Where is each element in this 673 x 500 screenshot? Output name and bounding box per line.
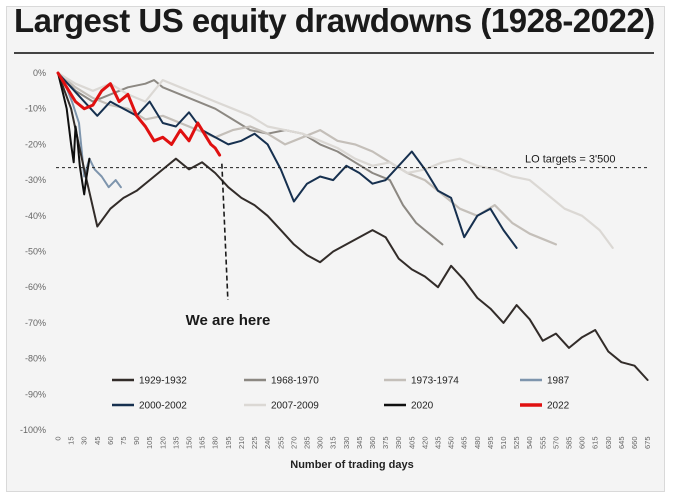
x-tick-label: 75 bbox=[119, 437, 128, 445]
x-tick-label: 180 bbox=[211, 437, 220, 450]
series-line-1929-1932 bbox=[57, 72, 649, 381]
x-tick-label: 390 bbox=[394, 437, 403, 450]
x-tick-label: 615 bbox=[591, 437, 600, 450]
x-tick-label: 585 bbox=[565, 437, 574, 450]
y-tick-label: -10% bbox=[25, 104, 46, 114]
series-line-2022 bbox=[56, 71, 222, 157]
x-tick-label: 255 bbox=[276, 437, 285, 450]
x-tick-label: 210 bbox=[237, 437, 246, 450]
legend-label: 2022 bbox=[547, 401, 570, 412]
x-tick-label: 630 bbox=[604, 437, 613, 450]
x-tick-label: 270 bbox=[289, 437, 298, 450]
x-tick-label: 90 bbox=[132, 437, 141, 445]
y-tick-label: -50% bbox=[25, 247, 46, 257]
x-tick-label: 240 bbox=[263, 437, 272, 450]
x-axis-label: Number of trading days bbox=[290, 459, 413, 471]
x-tick-label: 375 bbox=[381, 437, 390, 450]
x-tick-label: 135 bbox=[171, 437, 180, 450]
x-tick-label: 450 bbox=[447, 437, 456, 450]
x-tick-label: 435 bbox=[433, 437, 442, 450]
x-tick-label: 360 bbox=[368, 437, 377, 450]
x-tick-label: 60 bbox=[106, 437, 115, 445]
x-tick-label: 570 bbox=[551, 437, 560, 450]
x-tick-label: 195 bbox=[224, 437, 233, 450]
legend-label: 1973-1974 bbox=[411, 376, 459, 387]
y-tick-label: -80% bbox=[25, 354, 46, 364]
x-tick-label: 510 bbox=[499, 437, 508, 450]
series-line-2007-2009 bbox=[56, 71, 614, 249]
x-tick-label: 345 bbox=[355, 437, 364, 450]
y-tick-label: -30% bbox=[25, 175, 46, 185]
x-tick-label: 465 bbox=[460, 437, 469, 450]
x-tick-label: 165 bbox=[198, 437, 207, 450]
x-tick-label: 120 bbox=[158, 437, 167, 450]
x-tick-label: 0 bbox=[54, 437, 63, 441]
x-tick-label: 150 bbox=[185, 437, 194, 450]
x-tick-label: 660 bbox=[630, 437, 639, 450]
annotation-pointer bbox=[221, 163, 229, 301]
x-tick-label: 285 bbox=[302, 437, 311, 450]
legend: 1929-1932 1968-1970 1973-1974 1987 2000-2002… bbox=[112, 376, 570, 412]
x-tick-label: 600 bbox=[578, 437, 587, 450]
y-tick-label: 0% bbox=[33, 68, 46, 78]
series-line-1968-1970 bbox=[57, 72, 444, 246]
x-tick-label: 645 bbox=[617, 437, 626, 450]
x-tick-label: 105 bbox=[145, 437, 154, 450]
legend-label: 2007-2009 bbox=[271, 401, 319, 412]
x-tick-label: 675 bbox=[643, 437, 652, 450]
x-tick-label: 45 bbox=[93, 437, 102, 445]
x-tick-label: 315 bbox=[329, 437, 338, 450]
legend-label: 2000-2002 bbox=[139, 401, 187, 412]
x-tick-label: 15 bbox=[67, 437, 76, 445]
annotation-layer: We are here bbox=[186, 163, 271, 329]
x-tick-label: 555 bbox=[538, 437, 547, 450]
y-tick-label: -40% bbox=[25, 211, 46, 221]
x-tick-label: 300 bbox=[316, 437, 325, 450]
x-tick-label: 480 bbox=[473, 437, 482, 450]
x-tick-label: 330 bbox=[342, 437, 351, 450]
y-tick-label: -90% bbox=[25, 389, 46, 399]
x-tick-label: 30 bbox=[80, 437, 89, 445]
x-tick-label: 405 bbox=[407, 437, 416, 450]
x-tick-label: 495 bbox=[486, 437, 495, 450]
legend-label: 1929-1932 bbox=[139, 376, 187, 387]
series-line-2020 bbox=[57, 72, 91, 196]
y-tick-label: -20% bbox=[25, 139, 46, 149]
legend-label: 2020 bbox=[411, 401, 434, 412]
reference-layer: LO targets = 3'500 bbox=[56, 154, 650, 169]
series-line-1973-1974 bbox=[56, 71, 558, 246]
y-axis: 0% -10% -20% -30% -40% -50% -60% -70% -80% -90% -1… bbox=[20, 68, 46, 435]
x-tick-label: 540 bbox=[525, 437, 534, 450]
annotation-label: We are here bbox=[186, 312, 271, 329]
reference-line-label: LO targets = 3'500 bbox=[525, 154, 615, 166]
y-tick-label: -100% bbox=[20, 425, 46, 435]
chart-title: Largest US equity drawdowns (1928-2022) bbox=[14, 2, 655, 39]
legend-label: 1987 bbox=[547, 376, 570, 387]
x-tick-label: 420 bbox=[420, 437, 429, 450]
series-line-2000-2002 bbox=[57, 72, 518, 249]
x-tick-label: 225 bbox=[250, 437, 259, 450]
y-tick-label: -60% bbox=[25, 282, 46, 292]
title-underline bbox=[14, 52, 654, 54]
legend-label: 1968-1970 bbox=[271, 376, 319, 387]
x-axis: 0 15 30 45 60 75 90 105 120 135 150 165 180 195 210 225… bbox=[54, 437, 653, 450]
x-tick-label: 525 bbox=[512, 437, 521, 450]
y-tick-label: -70% bbox=[25, 318, 46, 328]
series-layer bbox=[56, 71, 649, 381]
